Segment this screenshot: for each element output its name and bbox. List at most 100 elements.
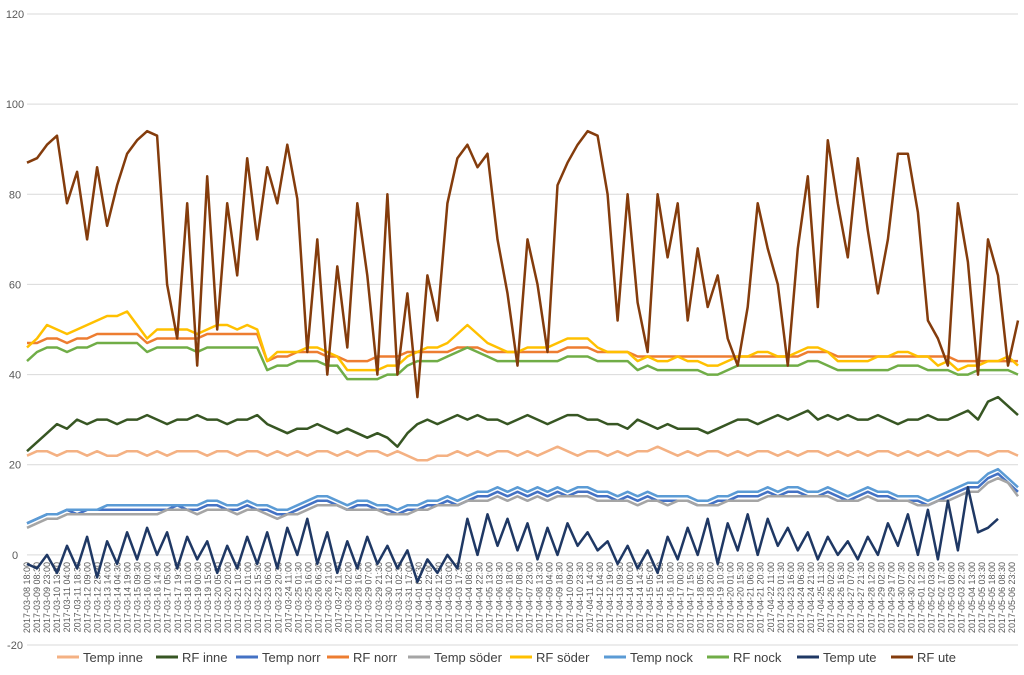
series-line-rf-nock (26, 341, 1019, 381)
x-tick-label: 2017-04-29 02:30 (876, 562, 886, 633)
y-tick-label: 60 (9, 279, 21, 291)
x-tick-label: 2017-04-11 14:00 (585, 562, 595, 632)
x-tick-label: 2017-03-28 16:30 (354, 562, 364, 633)
x-tick-label: 2017-03-12 09:00 (82, 562, 92, 633)
x-tick-label: 2017-03-13 14:00 (102, 562, 112, 633)
x-tick-label: 2017-04-24 21:00 (806, 562, 816, 633)
x-tick-label: 2017-03-19 00:30 (193, 562, 203, 633)
x-tick-label: 2017-03-14 04:30 (112, 562, 122, 633)
x-tick-label: 2017-03-26 06:30 (313, 562, 323, 633)
x-tick-label: 2017-04-02 12:30 (434, 562, 444, 633)
x-tick-label: 2017-04-15 19:30 (655, 562, 665, 633)
x-tick-label: 2017-04-24 06:30 (796, 562, 806, 633)
x-tick-label: 2017-05-01 12:30 (917, 562, 927, 633)
x-tick-label: 2017-03-26 21:00 (324, 562, 334, 633)
x-tick-label: 2017-03-11 18:30 (72, 562, 82, 632)
x-tick-label: 2017-03-20 05:30 (213, 562, 223, 633)
x-tick-label: 2017-04-26 16:30 (836, 562, 846, 633)
x-tick-label: 2017-04-10 23:30 (575, 562, 585, 633)
legend-label-rf-nock: RF nock (733, 650, 782, 665)
x-tick-label: 2017-04-23 16:00 (786, 562, 796, 633)
y-tick-label: 40 (9, 370, 21, 382)
x-tick-label: 2017-04-14 00:00 (625, 562, 635, 633)
x-tick-label: 2017-05-03 08:00 (947, 562, 957, 633)
x-tick-label: 2017-04-19 10:30 (716, 562, 726, 633)
x-tick-label: 2017-03-23 06:00 (263, 562, 273, 633)
x-tick-label: 2017-04-18 05:30 (695, 562, 705, 633)
x-tick-label: 2017-03-24 11:00 (283, 562, 293, 632)
legend-label-temp-inne: Temp inne (83, 650, 143, 665)
x-tick-label: 2017-03-15 09:30 (133, 562, 143, 633)
x-tick-label: 2017-04-03 17:30 (454, 562, 464, 633)
y-tick-label: 0 (12, 550, 18, 562)
legend-label-rf-ute: RF ute (917, 650, 956, 665)
y-tick-label: 80 (9, 189, 21, 201)
x-tick-label: 2017-05-03 22:30 (957, 562, 967, 633)
gridlines (27, 13, 1018, 646)
x-tick-label: 2017-03-16 00:00 (143, 562, 153, 633)
x-tick-label: 2017-04-08 13:30 (535, 562, 545, 633)
y-tick-label: 120 (6, 9, 24, 21)
x-tick-label: 2017-04-17 15:00 (685, 562, 695, 633)
x-tick-label: 2017-04-10 09:00 (565, 562, 575, 633)
x-tick-label: 2017-05-05 18:00 (987, 562, 997, 633)
x-tick-label: 2017-04-05 13:00 (484, 562, 494, 633)
x-tick-label: 2017-04-01 22:00 (424, 562, 434, 633)
x-tick-label: 2017-04-13 09:30 (615, 562, 625, 633)
x-tick-label: 2017-03-21 10:30 (233, 562, 243, 633)
x-tick-label: 2017-03-08 18:00 (22, 562, 32, 633)
y-tick-label: -20 (7, 640, 23, 652)
x-tick-label: 2017-03-17 05:00 (163, 562, 173, 633)
x-tick-label: 2017-03-09 23:00 (42, 562, 52, 633)
x-tick-label: 2017-04-30 07:30 (896, 562, 906, 633)
series-line-temp-soder (26, 476, 1020, 529)
x-tick-label: 2017-03-18 10:00 (183, 562, 193, 633)
x-tick-label: 2017-03-25 01:30 (293, 562, 303, 633)
x-tick-label: 2017-04-04 08:00 (464, 562, 474, 633)
x-tick-label: 2017-04-25 11:30 (816, 562, 826, 632)
legend-label-temp-soder: Temp söder (434, 650, 503, 665)
x-tick-label: 2017-04-06 18:00 (504, 562, 514, 633)
x-tick-label: 2017-04-17 00:30 (675, 562, 685, 633)
x-tick-label: 2017-04-16 10:00 (665, 562, 675, 633)
x-tick-label: 2017-04-14 14:30 (635, 562, 645, 633)
x-tick-label: 2017-03-30 12:00 (384, 562, 394, 633)
x-tick-label: 2017-04-04 22:30 (474, 562, 484, 633)
x-tick-label: 2017-04-09 18:30 (555, 562, 565, 633)
x-tick-label: 2017-03-23 20:30 (273, 562, 283, 633)
series-line-rf-norr (27, 332, 1018, 363)
x-tick-label: 2017-05-02 03:00 (927, 562, 937, 633)
y-tick-label: 20 (9, 460, 21, 472)
x-tick-label: 2017-03-29 21:30 (374, 562, 384, 633)
series-line-temp-norr (26, 472, 1019, 525)
x-tick-label: 2017-04-21 06:00 (746, 562, 756, 633)
legend-label-temp-nock: Temp nock (630, 650, 693, 665)
x-tick-label: 2017-03-14 19:00 (123, 562, 133, 633)
series-line-rf-soder (26, 310, 1019, 372)
x-tick-label: 2017-03-25 16:00 (303, 562, 313, 633)
x-tick-label: 2017-04-28 12:00 (866, 562, 876, 633)
x-tick-label: 2017-04-18 20:00 (705, 562, 715, 633)
x-tick-label: 2017-04-12 04:30 (595, 562, 605, 633)
x-tick-label: 2017-03-17 19:30 (173, 562, 183, 633)
series-line-rf-inne (26, 395, 1019, 453)
x-tick-label: 2017-03-29 07:00 (364, 562, 374, 633)
x-tick-label: 2017-04-27 07:00 (846, 562, 856, 633)
x-tick-label: 2017-04-26 02:00 (826, 562, 836, 633)
series-line-temp-inne (26, 445, 1019, 462)
x-tick-label: 2017-04-09 04:00 (545, 562, 555, 633)
y-axis: -20 0 20 40 60 80 100 120 (6, 9, 24, 652)
x-tick-label: 2017-04-15 05:00 (645, 562, 655, 633)
legend-label-temp-norr: Temp norr (262, 650, 321, 665)
x-tick-label: 2017-03-11 04:00 (62, 562, 72, 632)
x-tick-label: 2017-04-07 23:00 (525, 562, 535, 633)
x-tick-label: 2017-05-06 23:00 (1007, 562, 1017, 633)
x-tick-label: 2017-03-19 15:00 (203, 562, 213, 633)
x-tick-label: 2017-05-02 17:30 (937, 562, 947, 633)
y-tick-label: 100 (6, 99, 24, 111)
x-tick-label: 2017-03-31 17:00 (404, 562, 414, 633)
x-tick-label: 2017-04-01 07:30 (414, 562, 424, 633)
series-line-temp-ute (26, 486, 999, 584)
x-tick-label: 2017-05-06 08:30 (997, 562, 1007, 633)
